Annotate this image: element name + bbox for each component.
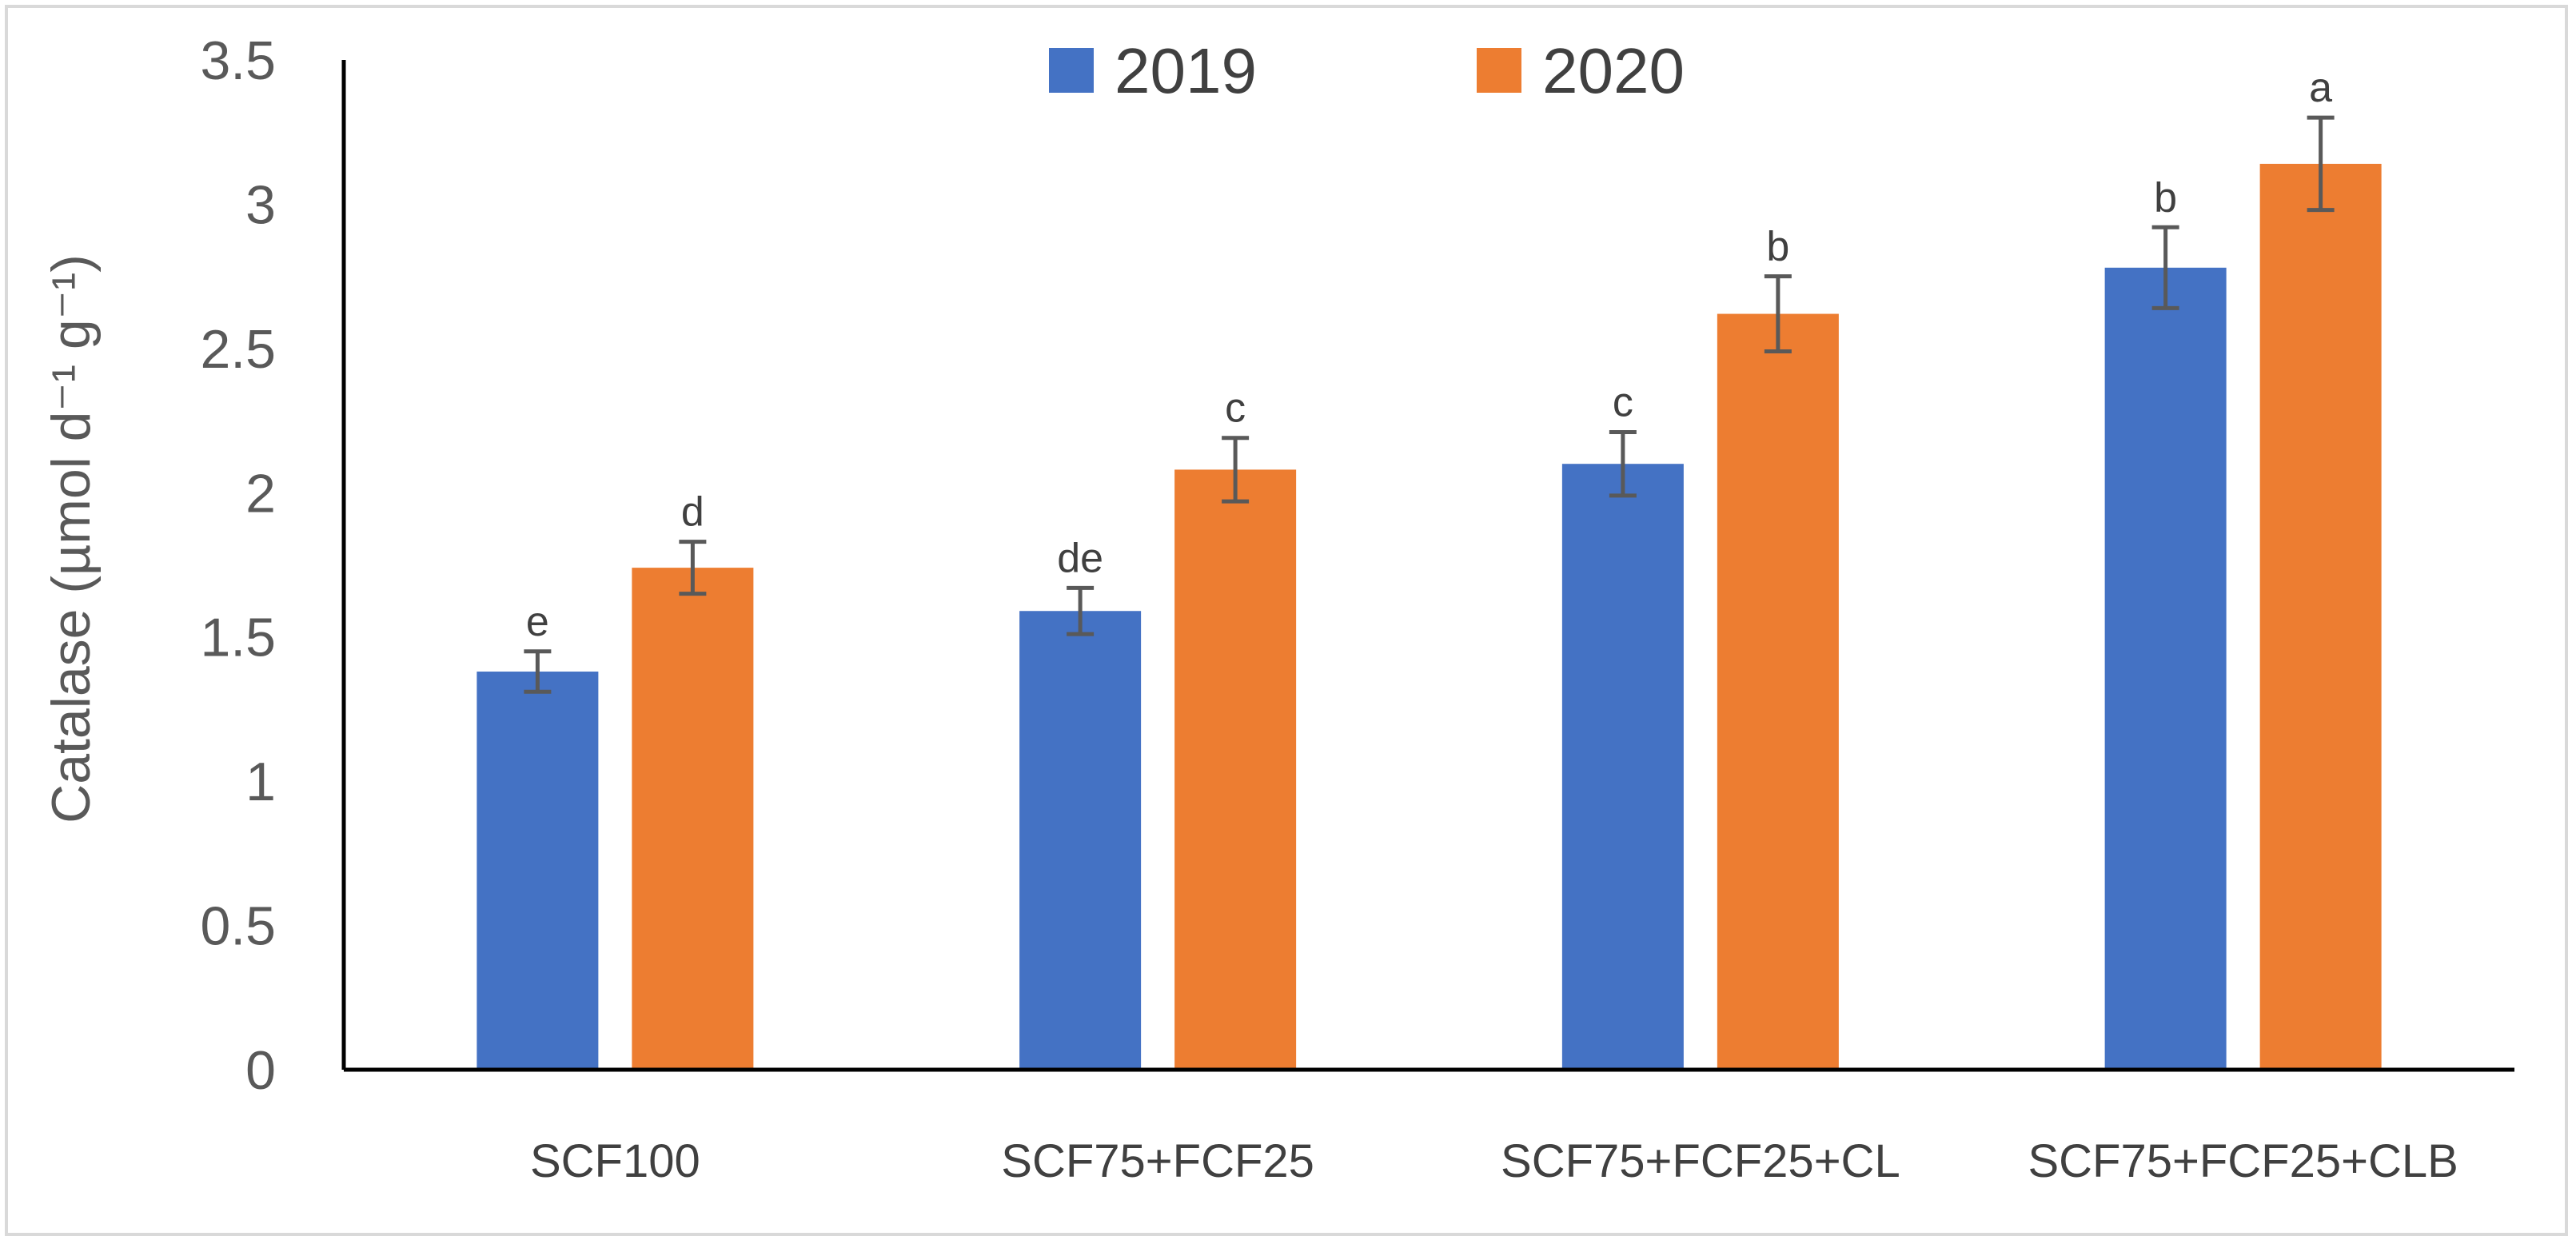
significance-letter: a [2309, 65, 2332, 111]
significance-letter: d [681, 489, 704, 536]
bar-2019 [1561, 464, 1684, 1070]
significance-letter: b [1766, 224, 1789, 270]
y-tick-label: 1 [245, 752, 276, 812]
legend-label-2019: 2019 [1115, 35, 1257, 106]
y-tick-label: 2.5 [200, 319, 276, 380]
legend-swatch-2020 [1477, 48, 1521, 93]
bar-2020 [2259, 163, 2382, 1070]
bars [477, 163, 2382, 1070]
y-tick-label: 3.5 [200, 30, 276, 91]
bar-2020 [632, 568, 754, 1070]
significance-letter: c [1225, 385, 1246, 432]
y-tick-label: 0 [245, 1040, 276, 1101]
bar-2020 [1717, 313, 1839, 1070]
significance-letters: e d de c c b b a [526, 65, 2332, 645]
bar-2019 [477, 672, 599, 1070]
bar-2020 [1174, 469, 1297, 1070]
y-tick-label: 3 [245, 174, 276, 235]
legend: 2019 2020 [1049, 35, 1685, 106]
y-tick-label: 0.5 [200, 896, 276, 957]
category-label: SCF75+FCF25+CL [1501, 1135, 1900, 1187]
bar-2019 [2104, 267, 2227, 1070]
significance-letter: c [1613, 380, 1633, 426]
y-axis-title: Catalase (µmol d⁻¹ g⁻¹) [41, 254, 102, 823]
significance-letter: de [1057, 535, 1103, 581]
bar-2019 [1019, 611, 1142, 1070]
category-label: SCF75+FCF25+CLB [2028, 1135, 2458, 1187]
legend-swatch-2019 [1049, 48, 1094, 93]
significance-letter: e [526, 599, 549, 645]
y-axis-ticks: 0 0.5 1 1.5 2 2.5 3 3.5 [200, 30, 276, 1101]
y-tick-label: 2 [245, 463, 276, 524]
error-bars [524, 115, 2335, 694]
legend-label-2020: 2020 [1542, 35, 1685, 106]
category-label: SCF100 [530, 1135, 700, 1187]
category-labels: SCF100 SCF75+FCF25 SCF75+FCF25+CL SCF75+FCF… [530, 1135, 2458, 1187]
significance-letter: b [2154, 174, 2177, 221]
category-label: SCF75+FCF25 [1001, 1135, 1314, 1187]
y-tick-label: 1.5 [200, 608, 276, 668]
